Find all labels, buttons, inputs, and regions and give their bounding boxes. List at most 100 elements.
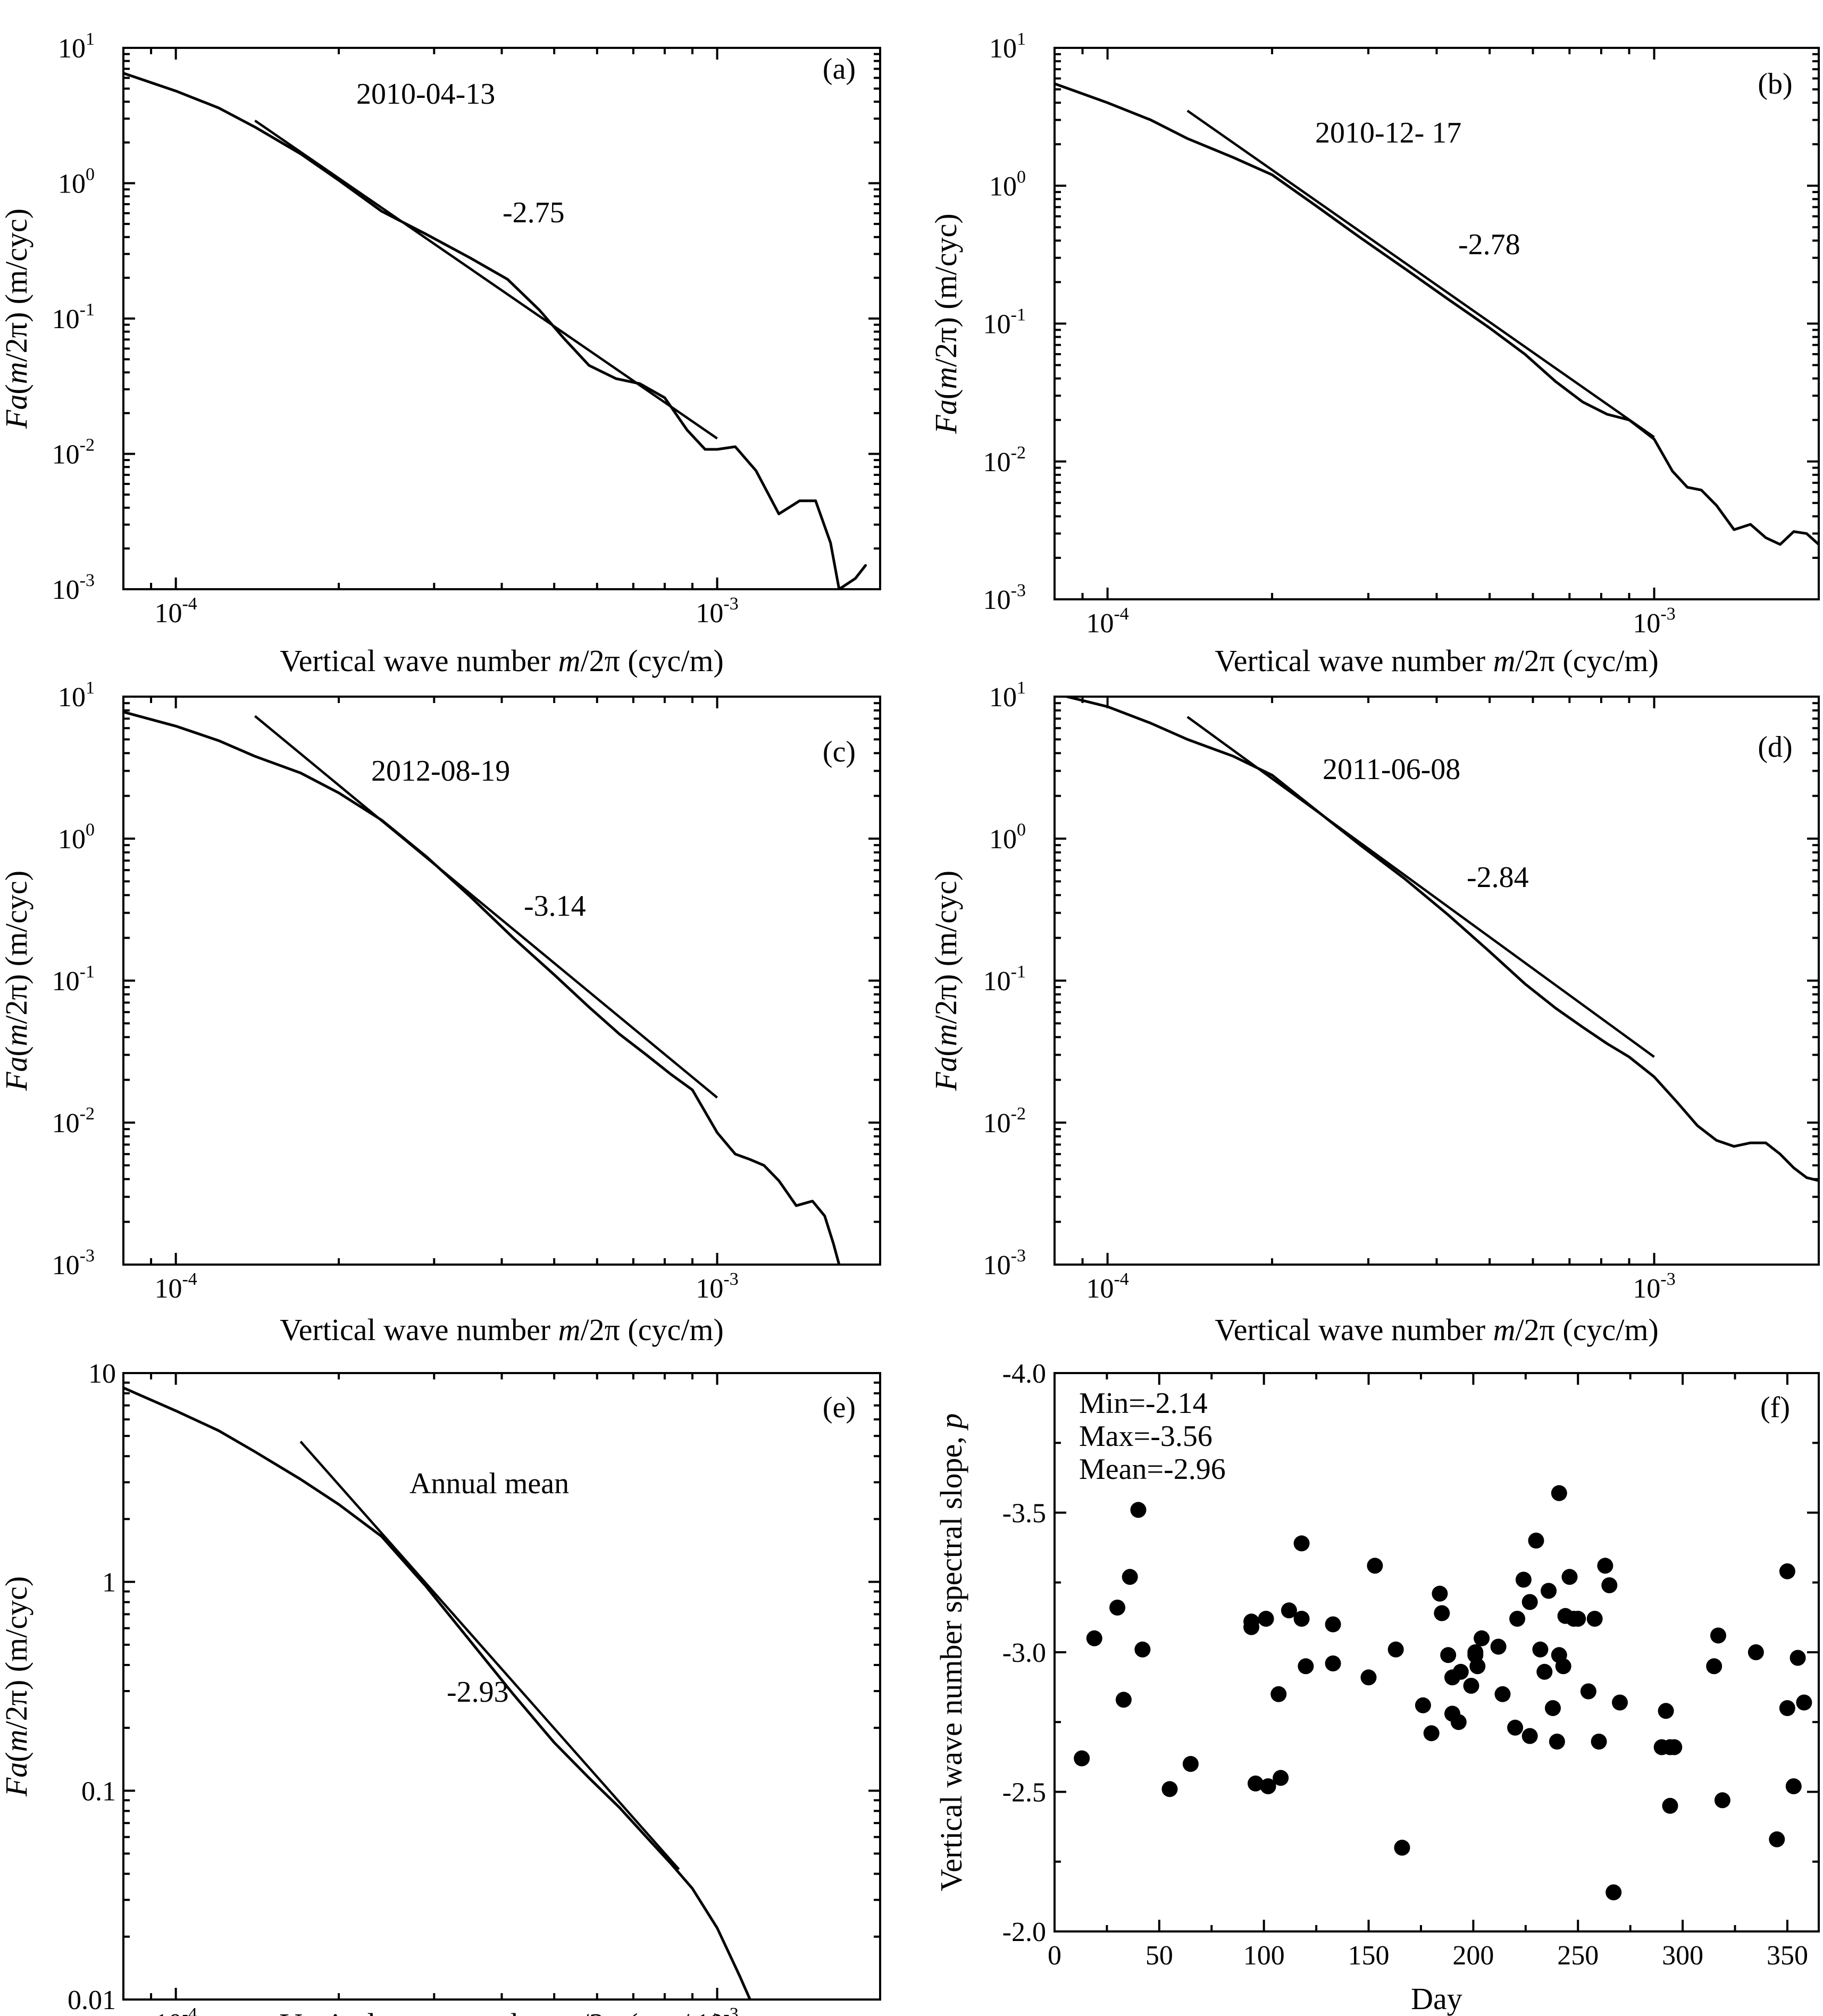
y-tick-label: 100: [58, 820, 95, 855]
data-point: [1549, 1734, 1565, 1750]
label-part: Vertical wave number: [280, 1312, 558, 1347]
label-part-italic: m: [1493, 643, 1516, 678]
data-point: [1591, 1734, 1607, 1750]
y-tick-label: 10-3: [52, 1246, 95, 1281]
tick-base: 10: [1633, 1274, 1660, 1304]
tick-exponent: -4: [182, 2004, 197, 2016]
tick-exponent: -3: [1011, 581, 1026, 600]
tick-exponent: -4: [1114, 1269, 1128, 1289]
x-tick-label: 350: [1767, 1940, 1808, 1971]
stat-text: Mean=-2.96: [1079, 1453, 1226, 1486]
data-point: [1474, 1630, 1490, 1646]
tick-exponent: -3: [1660, 604, 1675, 624]
panel-label: (c): [823, 735, 856, 768]
data-point: [1109, 1600, 1126, 1616]
tick-base: 10: [989, 682, 1017, 713]
data-point: [1561, 1569, 1578, 1585]
label-part: (: [0, 384, 34, 394]
label-part: Vertical wave number: [1215, 1312, 1493, 1347]
data-point: [1293, 1611, 1310, 1627]
data-point: [1270, 1686, 1287, 1702]
tick-base: 10: [52, 304, 80, 334]
data-point: [1769, 1831, 1785, 1847]
tick-base: 10: [989, 824, 1017, 855]
x-tick-label: 10-3: [1633, 604, 1675, 639]
data-point: [1360, 1669, 1377, 1686]
data-point: [1134, 1641, 1151, 1658]
tick-base: 10: [696, 2009, 723, 2016]
tick-base: 10: [1086, 1274, 1114, 1304]
x-tick-label: 10-4: [1086, 604, 1128, 639]
y-tick-label: 10-1: [52, 962, 95, 997]
label-part-italic: m: [929, 367, 963, 389]
data-point: [1434, 1605, 1450, 1621]
data-point: [1521, 1594, 1538, 1610]
data-point: [1714, 1792, 1730, 1809]
tick-exponent: 1: [86, 29, 95, 49]
y-tick-label: 101: [58, 29, 95, 64]
label-part: /2π (cyc/m): [1516, 1312, 1659, 1347]
data-point: [1601, 1577, 1618, 1593]
x-tick-label: 200: [1452, 1940, 1494, 1971]
date-annotation: Annual mean: [409, 1467, 569, 1500]
date-annotation: 2010-04-13: [356, 78, 495, 111]
data-point: [1494, 1686, 1511, 1702]
label-part-italic: m: [558, 1312, 581, 1347]
tick-base: 10: [154, 598, 182, 629]
y-tick-label: -4.0: [1002, 1359, 1046, 1389]
data-point: [1260, 1778, 1276, 1794]
data-point: [1258, 1611, 1274, 1627]
tick-base: 10: [1086, 608, 1114, 639]
tick-exponent: -1: [1011, 962, 1026, 982]
tick-base: 10: [154, 1274, 182, 1304]
tick-base: 10: [983, 1108, 1011, 1139]
data-point: [1367, 1558, 1383, 1574]
label-part-italic: m: [0, 362, 34, 384]
tick-base: 10: [983, 309, 1011, 340]
y-axis-label: Fa(m/2π) (m/cyc): [0, 1576, 34, 1797]
chart-panel-3: 10-4 10-310110010-110-210-32012-08-19-3.1…: [0, 678, 881, 1347]
tick-exponent: -3: [723, 2004, 738, 2016]
y-tick-label: 101: [58, 678, 95, 713]
x-axis-label: Vertical wave number m/2π (cyc/m): [280, 2007, 724, 2016]
y-axis-label: Fa(m/2π) (m/cyc): [929, 213, 963, 434]
x-tick-label: 50: [1145, 1940, 1173, 1971]
tick-exponent: 1: [86, 678, 95, 698]
y-tick-label: -2.5: [1002, 1778, 1046, 1808]
slope-annotation: -2.78: [1458, 228, 1520, 261]
x-tick-label: 10-4: [154, 2004, 197, 2016]
date-annotation: 2011-06-08: [1323, 753, 1460, 786]
data-point: [1293, 1535, 1310, 1552]
tick-base: 10: [58, 34, 86, 64]
tick-base: 10: [983, 1250, 1011, 1281]
data-point: [1605, 1884, 1622, 1901]
tick-base: 10: [52, 575, 80, 605]
label-part-italic: m: [0, 1729, 34, 1752]
tick-base: 10: [989, 171, 1017, 202]
tick-base: 10: [1633, 608, 1660, 639]
tick-base: 10: [696, 1274, 723, 1304]
label-part: /2π (cyc/m): [581, 1312, 724, 1347]
x-tick-label: 10-4: [154, 1269, 197, 1304]
tick-exponent: -3: [1660, 1269, 1675, 1289]
data-point: [1597, 1558, 1613, 1574]
data-point: [1463, 1678, 1479, 1694]
data-point: [1779, 1700, 1795, 1716]
data-point: [1452, 1663, 1469, 1680]
fit-line: [299, 1441, 680, 1870]
date-annotation: 2010-12- 17: [1315, 116, 1461, 149]
x-tick-label: 10-4: [154, 594, 197, 629]
stat-text: Min=-2.14: [1079, 1387, 1208, 1420]
data-point: [1541, 1583, 1557, 1599]
tick-base: 0.01: [68, 1985, 116, 2015]
label-part-italic: m: [558, 643, 581, 678]
data-point: [1394, 1839, 1410, 1856]
tick-base: 10: [58, 169, 86, 199]
date-annotation: 2012-08-19: [371, 755, 510, 788]
data-point: [1115, 1692, 1132, 1708]
tick-exponent: -2: [80, 436, 95, 455]
tick-base: 10: [52, 1108, 80, 1139]
y-tick-label: 1: [102, 1568, 116, 1598]
y-tick-label: 10-2: [52, 436, 95, 470]
